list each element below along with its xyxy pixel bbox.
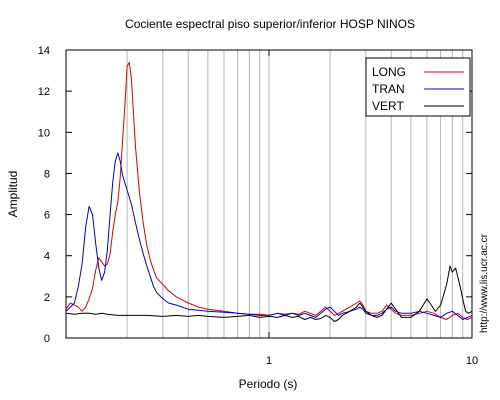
legend-label-vert: VERT [372, 99, 404, 113]
x-tick-label: 10 [466, 355, 478, 367]
series-lines [65, 61, 473, 322]
y-tick-label: 14 [38, 45, 50, 57]
legend: LONG TRAN VERT [365, 57, 471, 117]
chart-title: Cociente espectral piso superior/inferio… [125, 17, 415, 31]
y-tick-label: 8 [44, 168, 50, 180]
x-tick-label: 1 [266, 355, 272, 367]
legend-label-tran: TRAN [372, 82, 405, 96]
series-line-tran [65, 152, 473, 320]
y-tick-label: 4 [44, 251, 50, 263]
axis-ticks: 0 2 4 6 8 10 12 14 1 10 [38, 45, 478, 367]
y-tick-label: 0 [44, 333, 50, 345]
source-url-annotation: http://www.lis.ucr.ac.cr [479, 233, 490, 333]
y-axis-label: Amplitud [6, 171, 20, 218]
y-tick-label: 6 [44, 210, 50, 222]
x-axis-label: Periodo (s) [239, 377, 298, 391]
series-line-vert [65, 265, 473, 322]
y-tick-label: 12 [38, 86, 50, 98]
y-tick-label: 2 [44, 292, 50, 304]
y-tick-label: 10 [38, 127, 50, 139]
legend-label-long: LONG [372, 65, 406, 79]
